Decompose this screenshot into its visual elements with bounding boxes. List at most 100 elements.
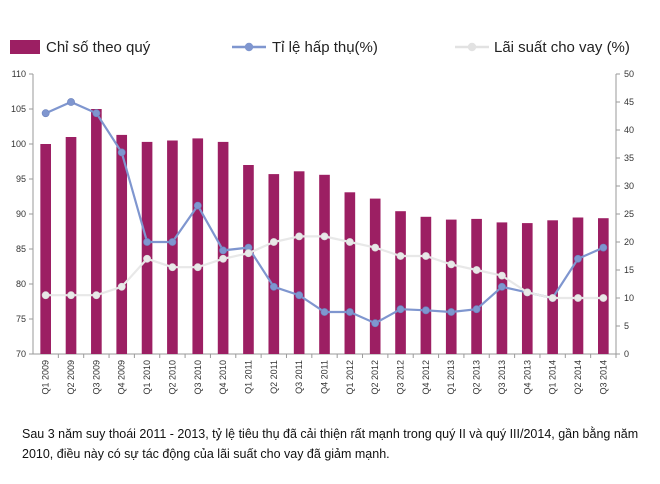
bar — [268, 174, 280, 354]
y-left-tick-label: 75 — [16, 314, 26, 324]
absorption-rate-point — [41, 109, 50, 118]
absorption-rate-point — [371, 319, 380, 328]
absorption-rate-point — [421, 306, 430, 315]
legend-label-lending: Lãi suất cho vay (%) — [494, 39, 630, 56]
x-tick-label: Q3 2011 — [294, 360, 304, 394]
x-tick-label: Q3 2013 — [497, 360, 507, 395]
absorption-rate-point — [599, 243, 608, 252]
lending-rate-point — [41, 291, 50, 300]
bar — [293, 171, 305, 354]
lending-rate-point — [599, 294, 608, 302]
legend-swatch-absorption-marker — [244, 42, 254, 52]
bar — [572, 217, 584, 354]
legend-swatch-index — [10, 40, 40, 54]
absorption-rate-point — [396, 305, 405, 314]
bar — [395, 211, 406, 354]
bar — [192, 138, 204, 354]
absorption-rate-point — [67, 98, 75, 106]
bar — [420, 216, 432, 354]
x-tick-label: Q4 2009 — [117, 360, 127, 395]
y-right-tick-label: 15 — [624, 265, 634, 275]
lending-rate-point — [269, 238, 278, 246]
lending-rate-point — [117, 282, 126, 291]
absorption-rate-point — [472, 305, 481, 314]
x-tick-label: Q3 2012 — [396, 360, 406, 395]
lending-rate-point — [168, 263, 177, 272]
y-right-tick-label: 50 — [624, 69, 634, 79]
absorption-rate-point — [574, 254, 582, 263]
bar — [243, 165, 254, 354]
absorption-rate-point — [143, 238, 151, 246]
bar — [116, 134, 128, 354]
legend-swatch-lending-marker — [467, 42, 477, 52]
y-left-tick-label: 80 — [16, 279, 26, 289]
y-right-tick-label: 20 — [624, 237, 634, 247]
lending-rate-point — [574, 294, 582, 302]
absorption-rate-point — [295, 291, 304, 300]
y-left-tick-label: 90 — [16, 209, 26, 219]
lending-rate-point — [472, 266, 481, 274]
x-tick-label: Q2 2010 — [167, 360, 177, 395]
y-left-tick-label: 110 — [12, 69, 26, 79]
x-tick-label: Q4 2013 — [522, 360, 532, 395]
y-left-tick-label: 105 — [11, 104, 26, 114]
lending-rate-point — [320, 232, 329, 241]
lending-rate-point — [548, 294, 557, 302]
lending-rate-point — [345, 238, 354, 246]
y-left-tick-label: 100 — [11, 139, 26, 149]
lending-rate-point — [67, 291, 75, 300]
lending-rate-point — [421, 252, 430, 260]
legend-label-absorption: Tỉ lệ hấp thụ(%) — [272, 39, 378, 56]
bar — [547, 220, 558, 354]
lending-rate-point — [295, 232, 304, 241]
absorption-rate-point — [193, 201, 202, 210]
absorption-rate-point — [269, 282, 278, 291]
absorption-rate-point — [219, 246, 228, 255]
x-tick-label: Q1 2009 — [41, 360, 51, 395]
absorption-rate-point — [168, 238, 177, 246]
absorption-rate-point — [447, 308, 456, 316]
bar — [40, 144, 51, 354]
absorption-rate-point — [345, 308, 354, 316]
y-right-tick-label: 40 — [624, 125, 634, 135]
x-tick-label: Q4 2012 — [421, 360, 431, 395]
y-right-tick-label: 5 — [624, 321, 629, 331]
x-tick-label: Q3 2014 — [598, 360, 608, 395]
bar — [65, 137, 77, 354]
lending-rate-point — [193, 263, 202, 272]
chart-canvas: 70 75 80 85 90 95 100 105 110 0 5 10 15 20 25 30 35 40 45 5… — [10, 39, 634, 395]
chart-caption: Sau 3 năm suy thoái 2011 - 2013, tỷ lệ t… — [22, 427, 639, 461]
x-tick-label: Q4 2011 — [320, 360, 330, 394]
lending-rate-point — [447, 260, 456, 269]
x-tick-label: Q2 2013 — [472, 360, 482, 395]
x-tick-label: Q2 2012 — [370, 360, 380, 395]
bar — [167, 140, 178, 354]
lending-rate-point — [498, 271, 506, 280]
x-tick-label: Q2 2014 — [573, 360, 583, 395]
bar — [91, 109, 102, 354]
x-tick-label: Q4 2010 — [218, 360, 228, 395]
x-tick-label: Q3 2009 — [91, 360, 101, 395]
lending-rate-point — [219, 254, 228, 263]
absorption-rate-point — [498, 282, 506, 291]
absorption-rate-point — [92, 109, 101, 118]
y-right-tick-label: 30 — [624, 181, 634, 191]
legend-label-index: Chỉ số theo quý — [46, 39, 151, 56]
x-tick-label: Q3 2010 — [193, 360, 203, 395]
y-right-tick-label: 25 — [624, 209, 634, 219]
x-tick-label: Q2 2009 — [66, 360, 76, 395]
absorption-rate-point — [117, 148, 126, 157]
x-tick-label: Q1 2012 — [345, 360, 355, 395]
lending-rate-point — [244, 249, 253, 258]
lending-rate-point — [396, 252, 405, 260]
bar — [344, 192, 356, 354]
bar — [369, 198, 381, 354]
bar — [445, 219, 457, 354]
y-left-tick-label: 85 — [16, 244, 26, 254]
y-right-tick-label: 35 — [624, 153, 634, 163]
bar — [319, 174, 330, 354]
y-left-tick-label: 70 — [16, 349, 26, 359]
lending-rate-point — [92, 291, 101, 300]
y-right-tick-label: 10 — [624, 293, 634, 303]
